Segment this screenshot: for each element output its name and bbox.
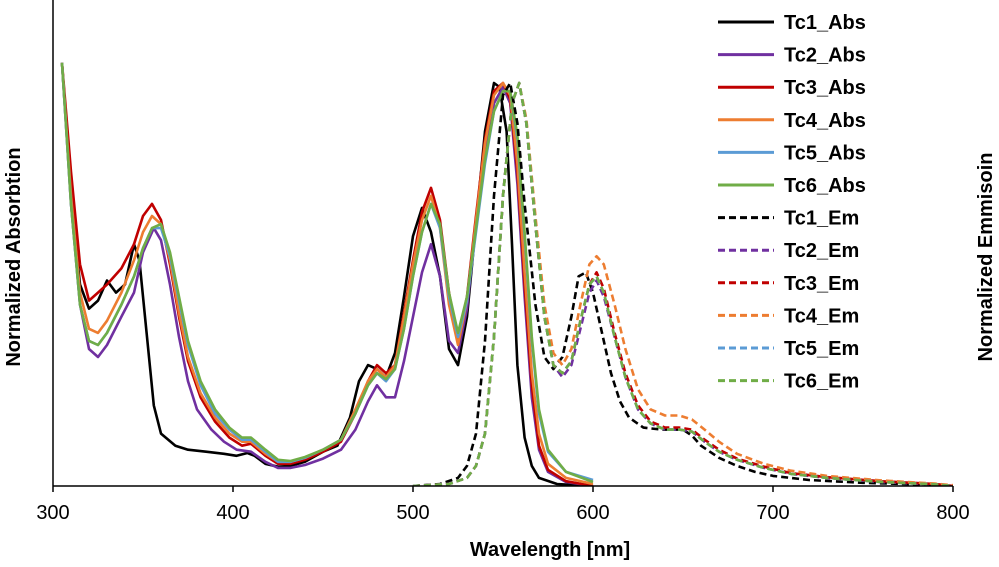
- series-layer: [60, 62, 953, 486]
- legend-label: Tc3_Abs: [784, 77, 866, 99]
- legend: Tc1_Abs Tc2_Abs Tc3_Abs Tc4_Abs Tc5_Abs Tc6_A…: [718, 12, 866, 393]
- legend-label: Tc3_Em: [784, 273, 859, 295]
- legend-label: Tc2_Em: [784, 240, 859, 262]
- y-axis-title-right: Normalized Emmisoin: [975, 153, 997, 362]
- x-tick-label: 500: [396, 502, 429, 524]
- x-tick-label: 700: [756, 502, 789, 524]
- series-line-tc1-em: [412, 81, 953, 486]
- legend-label: Tc6_Em: [784, 371, 859, 393]
- legend-entry: Tc1_Abs: [718, 12, 866, 34]
- series-line-tc6-em: [412, 81, 953, 486]
- legend-label: Tc4_Abs: [784, 110, 866, 132]
- x-tick-label: 300: [36, 502, 69, 524]
- series-line-tc2-abs: [60, 62, 594, 486]
- legend-entry: Tc3_Em: [718, 273, 859, 295]
- legend-label: Tc6_Abs: [784, 175, 866, 197]
- x-tick-label: 800: [936, 502, 969, 524]
- series-line-tc6-abs: [60, 62, 594, 484]
- x-tick-layer: 300 400 500 600 700 800: [36, 486, 970, 524]
- x-tick-label: 400: [216, 502, 249, 524]
- legend-label: Tc1_Em: [784, 208, 859, 230]
- series-line-tc2-em: [412, 81, 953, 486]
- x-axis-title: Wavelength [nm]: [470, 539, 630, 561]
- legend-entry: Tc3_Abs: [718, 77, 866, 99]
- legend-entry: Tc2_Abs: [718, 45, 866, 67]
- series-line-tc3-em: [412, 81, 953, 486]
- legend-entry: Tc6_Em: [718, 371, 859, 393]
- y-axis-title-left: Normalized Absorbtion: [3, 147, 25, 366]
- legend-entry: Tc4_Abs: [718, 110, 866, 132]
- legend-entry: Tc1_Em: [718, 208, 859, 230]
- legend-label: Tc4_Em: [784, 305, 859, 327]
- legend-label: Tc1_Abs: [784, 12, 866, 34]
- legend-entry: Tc4_Em: [718, 305, 859, 327]
- legend-entry: Tc2_Em: [718, 240, 859, 262]
- x-tick-label: 600: [576, 502, 609, 524]
- legend-entry: Tc5_Em: [718, 338, 859, 360]
- series-line-tc5-em: [412, 81, 953, 486]
- series-line-tc4-em: [412, 81, 953, 486]
- legend-entry: Tc6_Abs: [718, 175, 866, 197]
- legend-label: Tc5_Abs: [784, 142, 866, 164]
- legend-label: Tc5_Em: [784, 338, 859, 360]
- legend-label: Tc2_Abs: [784, 45, 866, 67]
- legend-entry: Tc5_Abs: [718, 142, 866, 164]
